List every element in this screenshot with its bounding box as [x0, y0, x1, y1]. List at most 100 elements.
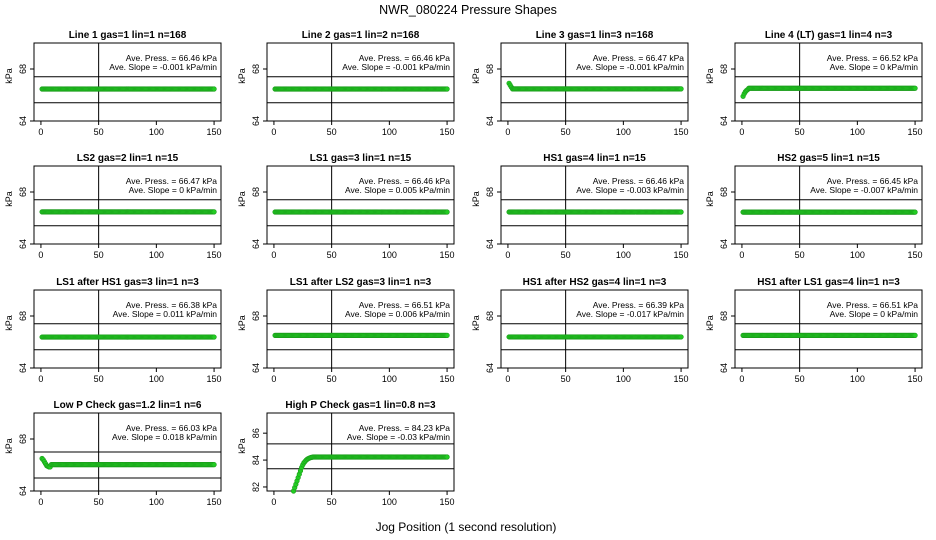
x-tick-label: 0 [271, 497, 276, 507]
x-tick-label: 0 [739, 374, 744, 384]
y-tick-label: 68 [485, 64, 495, 74]
x-tick-label: 150 [440, 374, 455, 384]
y-axis-label: kPa [705, 191, 715, 207]
plot-frame [500, 42, 689, 122]
panel-title: High P Check gas=1 lin=0.8 n=3 [285, 400, 436, 411]
panel-title: Line 2 gas=1 lin=2 n=168 [302, 30, 420, 41]
chart-panel-1: Line 1 gas=1 lin=1 n=168 Ave. Press. = 66… [4, 30, 222, 137]
data-point [211, 334, 217, 340]
x-tick-label: 150 [908, 250, 923, 260]
y-axis-label: kPa [237, 315, 247, 331]
y-axis-label: kPa [471, 315, 481, 331]
data-point [444, 86, 450, 92]
y-tick-label: 84 [251, 455, 261, 465]
panel-title: LS2 gas=2 lin=1 n=15 [77, 153, 179, 164]
y-axis-label: kPa [237, 191, 247, 207]
ave-press-label: Ave. Press. = 66.46 kPa [359, 176, 451, 186]
x-tick-label: 50 [795, 374, 805, 384]
data-point [678, 209, 684, 215]
plot-frame [33, 165, 222, 245]
ave-slope-label: Ave. Slope = 0 kPa/min [830, 309, 919, 319]
x-tick-label: 100 [616, 127, 631, 137]
x-tick-label: 0 [38, 374, 43, 384]
chart-panel-13: Low P Check gas=1.2 lin=1 n=6 Ave. Press.… [4, 400, 222, 507]
x-tick-label: 150 [207, 497, 222, 507]
x-tick-label: 100 [616, 250, 631, 260]
x-tick-label: 50 [94, 497, 104, 507]
y-tick-label: 68 [485, 311, 495, 321]
ave-press-label: Ave. Press. = 66.52 kPa [827, 53, 919, 63]
ave-slope-label: Ave. Slope = 0.006 kPa/min [345, 309, 450, 319]
x-tick-label: 100 [382, 497, 397, 507]
plot-frame [500, 165, 689, 245]
x-tick-label: 100 [850, 127, 865, 137]
ave-press-label: Ave. Press. = 66.51 kPa [827, 300, 919, 310]
data-point [211, 462, 217, 468]
x-tick-label: 150 [674, 374, 689, 384]
ave-slope-label: Ave. Slope = -0.007 kPa/min [810, 185, 918, 195]
plot-frame [734, 165, 923, 245]
panel-title: HS1 gas=4 lin=1 n=15 [543, 153, 646, 164]
y-tick-label: 68 [719, 64, 729, 74]
ave-press-label: Ave. Press. = 66.45 kPa [827, 176, 919, 186]
x-tick-label: 50 [561, 250, 571, 260]
data-point [444, 454, 450, 460]
plot-frame [500, 289, 689, 369]
y-axis-label: kPa [4, 438, 14, 454]
plot-frame [266, 42, 455, 122]
plot-frame [734, 42, 923, 122]
ave-slope-label: Ave. Slope = -0.003 kPa/min [576, 185, 684, 195]
x-tick-label: 50 [327, 250, 337, 260]
y-tick-label: 64 [18, 486, 28, 496]
y-axis-label: kPa [4, 68, 14, 84]
y-tick-label: 64 [719, 116, 729, 126]
data-point [211, 209, 217, 215]
plot-frame [33, 42, 222, 122]
x-tick-label: 50 [327, 127, 337, 137]
y-tick-label: 64 [18, 363, 28, 373]
x-tick-label: 100 [149, 127, 164, 137]
x-tick-label: 0 [38, 497, 43, 507]
ave-slope-label: Ave. Slope = -0.001 kPa/min [109, 62, 217, 72]
y-tick-label: 68 [719, 311, 729, 321]
data-point [912, 209, 918, 215]
x-tick-label: 150 [440, 127, 455, 137]
chart-panel-4: Line 4 (LT) gas=1 lin=4 n=3 Ave. Press. =… [705, 30, 923, 137]
y-tick-label: 68 [18, 187, 28, 197]
x-tick-label: 100 [149, 497, 164, 507]
panel-title: Line 4 (LT) gas=1 lin=4 n=3 [765, 30, 893, 41]
ave-press-label: Ave. Press. = 66.38 kPa [126, 300, 218, 310]
x-tick-label: 0 [271, 374, 276, 384]
chart-panel-8: HS2 gas=5 lin=1 n=15 Ave. Press. = 66.45 … [705, 153, 923, 260]
x-tick-label: 150 [908, 127, 923, 137]
x-tick-label: 150 [908, 374, 923, 384]
x-tick-label: 100 [382, 374, 397, 384]
y-tick-label: 68 [18, 64, 28, 74]
panel-title: Line 1 gas=1 lin=1 n=168 [69, 30, 187, 41]
ave-slope-label: Ave. Slope = 0.011 kPa/min [113, 309, 218, 319]
y-tick-label: 68 [251, 311, 261, 321]
ave-press-label: Ave. Press. = 66.39 kPa [593, 300, 685, 310]
x-tick-label: 100 [850, 374, 865, 384]
y-tick-label: 68 [719, 187, 729, 197]
x-tick-label: 0 [38, 127, 43, 137]
chart-panel-12: HS1 after LS1 gas=4 lin=1 n=3 Ave. Press.… [705, 277, 923, 384]
data-point [444, 332, 450, 338]
x-tick-label: 0 [505, 250, 510, 260]
x-tick-label: 0 [271, 250, 276, 260]
y-axis-label: kPa [237, 68, 247, 84]
panel-title: Low P Check gas=1.2 lin=1 n=6 [54, 400, 202, 411]
x-tick-label: 0 [739, 250, 744, 260]
x-tick-label: 100 [382, 250, 397, 260]
ave-slope-label: Ave. Slope = 0 kPa/min [129, 185, 218, 195]
panel-title: HS1 after LS1 gas=4 lin=1 n=3 [757, 277, 900, 288]
x-tick-label: 50 [94, 250, 104, 260]
ave-slope-label: Ave. Slope = -0.001 kPa/min [342, 62, 450, 72]
y-tick-label: 64 [719, 239, 729, 249]
chart-panel-11: HS1 after HS2 gas=4 lin=1 n=3 Ave. Press.… [471, 277, 689, 384]
x-tick-label: 50 [561, 374, 571, 384]
x-tick-label: 100 [850, 250, 865, 260]
panel-title: HS2 gas=5 lin=1 n=15 [777, 153, 880, 164]
y-tick-label: 64 [719, 363, 729, 373]
ave-slope-label: Ave. Slope = 0.018 kPa/min [112, 432, 217, 442]
